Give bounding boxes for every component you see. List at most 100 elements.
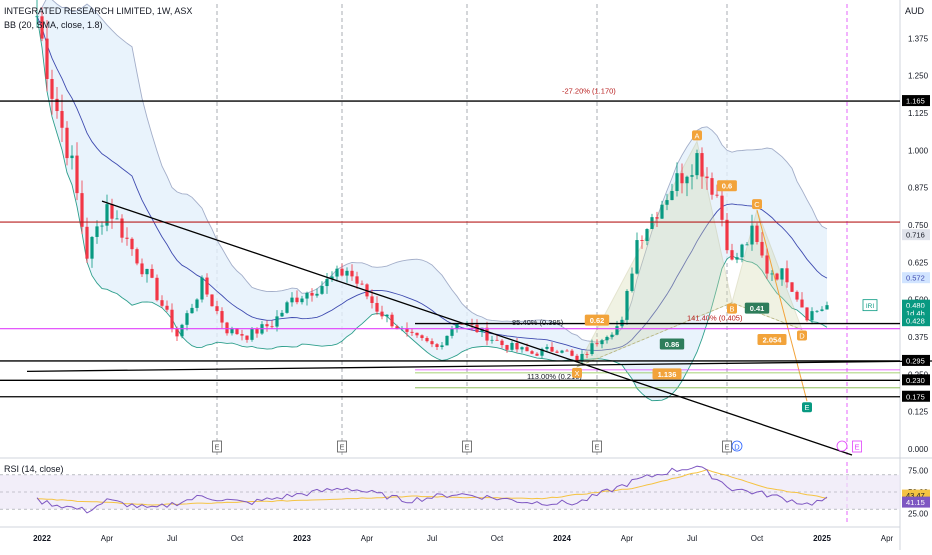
symbol-badge: IRI — [866, 303, 875, 310]
harmonic-point-e-bg — [802, 402, 812, 413]
time-tick-5: Apr — [361, 534, 374, 543]
harmonic-point-e: E — [804, 403, 809, 412]
candle-body-54 — [305, 292, 309, 299]
symbol-title: INTEGRATED RESEARCH LIMITED, 1W, ASX — [4, 6, 193, 16]
candle-body-4 — [55, 98, 59, 112]
candle-body-157 — [820, 309, 824, 311]
bb-indicator-label[interactable]: BB (20, SMA, close, 1.8) — [4, 20, 103, 30]
candle-body-104 — [555, 351, 559, 353]
candle-body-91 — [490, 339, 494, 341]
candle-body-76 — [415, 332, 419, 336]
candle-body-83 — [450, 328, 454, 336]
ratio-tag-1-bg — [717, 180, 737, 192]
event-marker-5: D — [734, 443, 740, 452]
candle-body-142 — [745, 244, 749, 246]
candle-body-5 — [60, 111, 64, 128]
harmonic-point-d-bg — [797, 330, 807, 341]
candle-body-134 — [705, 176, 709, 179]
candle-body-42 — [245, 335, 249, 340]
harmonic-point-c-bg — [752, 199, 762, 210]
candle-body-14 — [105, 204, 109, 226]
lightning-icon — [836, 440, 848, 452]
candle-body-74 — [405, 328, 409, 332]
price-label-6: 0.295 — [906, 356, 925, 365]
rsi-indicator-label[interactable]: RSI (14, close) — [4, 464, 64, 474]
candle-body-81 — [440, 345, 444, 347]
candle-body-20 — [135, 249, 139, 264]
candle-body-75 — [410, 331, 414, 333]
candle-body-72 — [395, 326, 399, 330]
ratio-tag-1: 0.6 — [722, 182, 732, 191]
candle-body-43 — [250, 328, 254, 340]
rsi-value-label-0-bg — [902, 489, 930, 501]
candle-body-127 — [670, 191, 674, 201]
price-label-5: 0.428 — [906, 317, 925, 326]
candle-body-158 — [825, 305, 829, 310]
candle-body-139 — [730, 250, 734, 260]
candle-body-59 — [330, 276, 334, 280]
candle-body-105 — [560, 350, 564, 353]
candle-body-50 — [285, 302, 289, 313]
candle-body-13 — [100, 225, 104, 227]
candle-body-106 — [565, 350, 569, 352]
candle-body-99 — [530, 351, 534, 354]
candle-body-46 — [265, 324, 269, 327]
candle-body-149 — [780, 268, 784, 280]
harmonic-point-x: X — [574, 369, 579, 378]
candle-body-26 — [165, 305, 169, 310]
harmonic-point-c: C — [754, 200, 760, 209]
candle-body-24 — [155, 277, 159, 301]
bb-basis-line — [36, 16, 828, 351]
ratio-tag-2: 0.41 — [750, 304, 765, 313]
candle-body-108 — [575, 355, 579, 362]
candle-body-62 — [345, 270, 349, 276]
event-marker-6-bg — [852, 440, 862, 453]
price-label-2: 0.572 — [906, 274, 925, 283]
candle-body-116 — [615, 326, 619, 335]
harmonic-cd-leg — [756, 209, 808, 402]
candle-body-107 — [570, 350, 574, 356]
event-marker-2: E — [464, 443, 469, 452]
candle-body-9 — [80, 193, 84, 227]
candle-body-1 — [40, 16, 44, 39]
trendline-0 — [101, 200, 853, 456]
ratio-tag-4: 2.054 — [763, 336, 783, 345]
candle-body-118 — [625, 290, 629, 320]
candle-body-11 — [90, 236, 94, 259]
candle-body-70 — [385, 314, 389, 317]
fib-label-3: 113.00% (0.210) — [527, 372, 582, 381]
time-tick-0: 2022 — [33, 534, 51, 543]
candle-body-95 — [510, 342, 514, 350]
candle-body-137 — [720, 195, 724, 220]
candle-body-109 — [580, 353, 584, 362]
ratio-tag-3: 0.86 — [665, 340, 680, 349]
candle-body-113 — [600, 340, 604, 345]
candle-body-124 — [655, 217, 659, 219]
candle-body-40 — [235, 328, 239, 335]
ratio-tag-3-bg — [659, 338, 685, 350]
price-tick-3: 1.000 — [908, 146, 929, 155]
candle-body-36 — [215, 306, 219, 312]
candle-body-155 — [810, 311, 814, 321]
fib-label-1: 85.40% (0.395) — [512, 318, 564, 327]
harmonic-xbd — [576, 302, 803, 368]
event-marker-3-bg — [592, 440, 602, 453]
fib-label-0: -27.20% (1.170) — [562, 87, 616, 96]
time-tick-13: Apr — [881, 534, 894, 543]
candle-body-111 — [590, 343, 594, 355]
event-marker-1: E — [339, 443, 344, 452]
price-label-3-bg — [902, 299, 930, 311]
time-tick-1: Apr — [101, 534, 114, 543]
candle-body-94 — [505, 345, 509, 350]
price-tick-0: 1.375 — [908, 34, 929, 43]
price-tick-5: 0.750 — [908, 221, 929, 230]
candle-body-67 — [370, 296, 374, 303]
candle-body-115 — [610, 334, 614, 337]
event-marker-3: E — [594, 443, 599, 452]
candle-body-12 — [95, 226, 99, 237]
candle-body-47 — [270, 326, 274, 328]
candle-body-65 — [360, 283, 364, 285]
candle-body-35 — [210, 294, 214, 307]
